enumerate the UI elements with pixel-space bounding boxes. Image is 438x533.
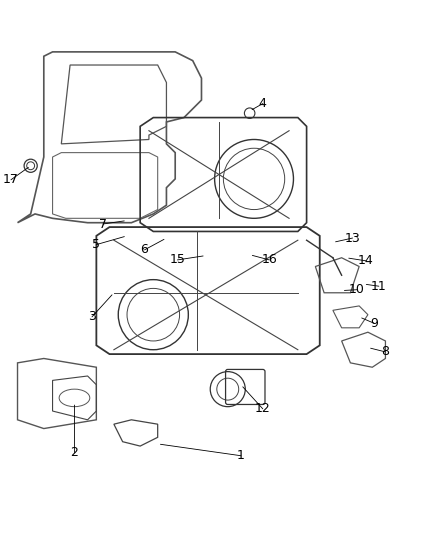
Text: 6: 6 bbox=[141, 244, 148, 256]
Text: 4: 4 bbox=[259, 97, 267, 110]
Text: 11: 11 bbox=[371, 280, 387, 293]
Text: 1: 1 bbox=[237, 449, 245, 462]
Text: 10: 10 bbox=[349, 283, 365, 296]
Text: 15: 15 bbox=[170, 253, 185, 266]
Text: 8: 8 bbox=[381, 345, 389, 358]
Text: 16: 16 bbox=[261, 253, 277, 266]
Text: 2: 2 bbox=[71, 446, 78, 459]
Text: 14: 14 bbox=[358, 254, 374, 268]
Text: 3: 3 bbox=[88, 310, 96, 324]
Text: 9: 9 bbox=[371, 317, 378, 330]
Text: 7: 7 bbox=[99, 217, 107, 230]
Text: 13: 13 bbox=[345, 231, 360, 245]
Text: 5: 5 bbox=[92, 238, 100, 251]
Text: 17: 17 bbox=[3, 173, 19, 186]
Text: 12: 12 bbox=[255, 402, 271, 415]
